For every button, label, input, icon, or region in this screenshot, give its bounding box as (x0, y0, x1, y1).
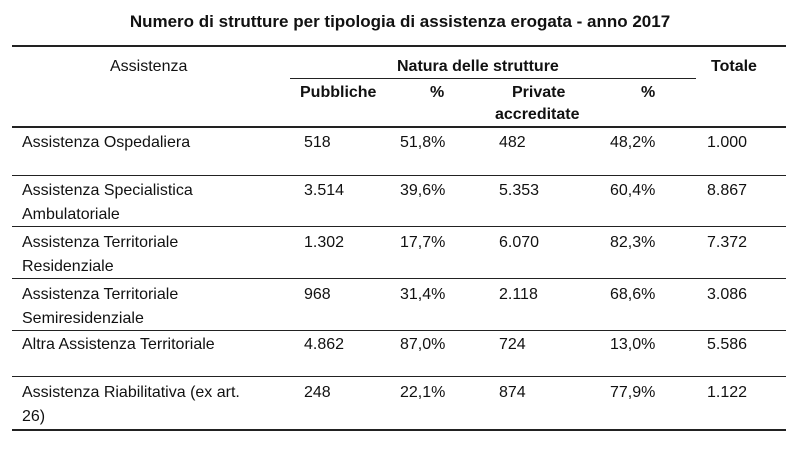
header-pubbliche: Pubbliche (300, 84, 377, 101)
cell-private: 2.118 (499, 286, 538, 303)
subheader-rule (290, 78, 696, 79)
cell-pct-private: 13,0% (610, 336, 656, 353)
cell-pct-pubbliche: 17,7% (400, 234, 446, 251)
cell-pubbliche: 968 (304, 286, 331, 303)
cell-totale: 5.586 (707, 336, 748, 353)
cell-pubbliche: 4.862 (304, 336, 345, 353)
header-pct-private: % (641, 84, 656, 101)
cell-pct-private: 48,2% (610, 134, 656, 151)
row-separator (12, 278, 786, 279)
row-separator (12, 175, 786, 176)
row-label: Assistenza Territoriale (22, 286, 179, 303)
cell-pubbliche: 3.514 (304, 182, 345, 199)
cell-private: 724 (499, 336, 526, 353)
cell-private: 5.353 (499, 182, 540, 199)
row-label: Assistenza Ospedaliera (22, 134, 191, 151)
row-label: Altra Assistenza Territoriale (22, 336, 215, 353)
cell-pct-private: 68,6% (610, 286, 656, 303)
row-separator (12, 330, 786, 331)
header-private: Private (512, 84, 566, 101)
cell-totale: 8.867 (707, 182, 748, 199)
cell-pct-pubbliche: 39,6% (400, 182, 446, 199)
cell-pct-pubbliche: 51,8% (400, 134, 446, 151)
bottom-rule (12, 429, 786, 431)
cell-pct-private: 60,4% (610, 182, 656, 199)
header-private-line2: accreditate (495, 106, 580, 123)
cell-pct-pubbliche: 87,0% (400, 336, 446, 353)
row-label-line2: 26) (22, 408, 46, 425)
table-title: Numero di strutture per tipologia di ass… (129, 12, 671, 31)
cell-pct-pubbliche: 31,4% (400, 286, 446, 303)
row-separator (12, 226, 786, 227)
row-label-line2: Residenziale (22, 258, 114, 275)
cell-private: 482 (499, 134, 526, 151)
row-label-line2: Ambulatoriale (22, 206, 120, 223)
cell-private: 6.070 (499, 234, 540, 251)
cell-pct-private: 82,3% (610, 234, 656, 251)
header-natura: Natura delle strutture (397, 58, 559, 75)
row-label: Assistenza Riabilitativa (ex art. (22, 384, 240, 401)
row-separator (12, 376, 786, 377)
cell-totale: 1.122 (707, 384, 748, 401)
top-rule (12, 45, 786, 47)
cell-pct-private: 77,9% (610, 384, 656, 401)
header-assistenza: Assistenza (110, 58, 188, 75)
header-pct-pubbliche: % (430, 84, 445, 101)
cell-pubbliche: 518 (304, 134, 331, 151)
row-label-line2: Semiresidenziale (22, 310, 144, 327)
cell-pubbliche: 248 (304, 384, 331, 401)
cell-totale: 3.086 (707, 286, 748, 303)
cell-private: 874 (499, 384, 526, 401)
cell-pubbliche: 1.302 (304, 234, 345, 251)
cell-totale: 7.372 (707, 234, 748, 251)
header-bottom-rule (12, 126, 786, 128)
cell-pct-pubbliche: 22,1% (400, 384, 446, 401)
cell-totale: 1.000 (707, 134, 748, 151)
row-label: Assistenza Specialistica (22, 182, 193, 199)
header-totale: Totale (711, 58, 757, 75)
row-label: Assistenza Territoriale (22, 234, 179, 251)
